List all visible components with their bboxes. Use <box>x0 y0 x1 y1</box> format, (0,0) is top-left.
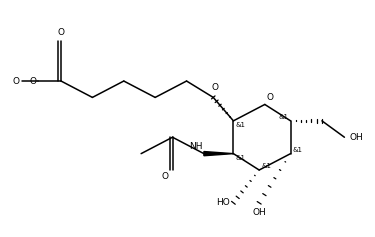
Text: O: O <box>267 93 274 102</box>
Text: HO: HO <box>216 198 229 207</box>
Text: O: O <box>13 77 20 86</box>
Text: &1: &1 <box>236 155 246 161</box>
Text: NH: NH <box>189 142 203 151</box>
Text: O: O <box>211 83 219 92</box>
Text: &1: &1 <box>278 114 288 120</box>
Text: O: O <box>162 172 169 181</box>
Text: O: O <box>30 77 37 86</box>
Text: O: O <box>57 28 64 37</box>
Text: &1: &1 <box>293 147 303 153</box>
Text: &1: &1 <box>261 163 272 169</box>
Polygon shape <box>204 151 233 156</box>
Text: OH: OH <box>349 133 363 142</box>
Text: &1: &1 <box>236 122 246 128</box>
Text: OH: OH <box>252 208 266 217</box>
